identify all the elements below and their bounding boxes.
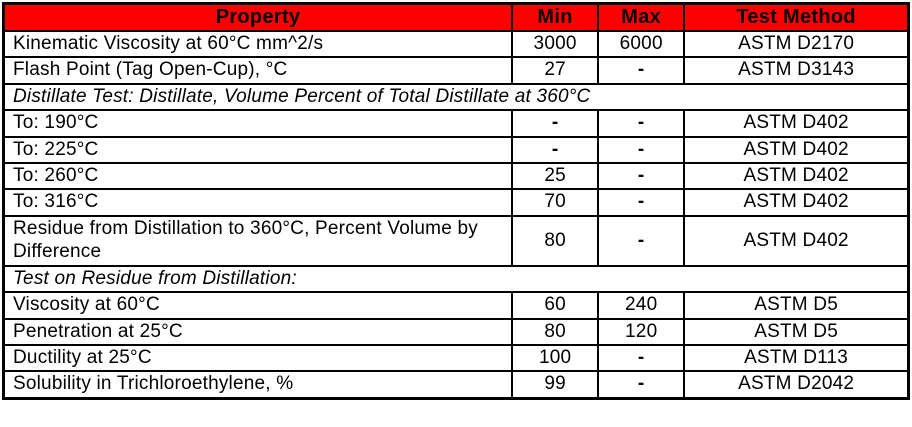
method-cell: ASTM D2170 [683, 29, 910, 59]
table-row: Viscosity at 60°C 60 240 ASTM D5 [2, 291, 910, 320]
max-cell: - [597, 188, 686, 217]
min-cell: 3000 [511, 29, 600, 59]
table-row: Solubility in Trichloroethylene, % 99 - … [2, 370, 910, 400]
method-cell: ASTM D402 [683, 188, 910, 217]
method-cell: ASTM D5 [683, 317, 910, 347]
table-row: To: 190°C - - ASTM D402 [2, 109, 910, 138]
header-row: Property Min Max Test Method [2, 2, 910, 32]
property-cell: Viscosity at 60°C [2, 291, 514, 320]
min-cell: - [511, 135, 600, 165]
property-cell: To: 190°C [2, 109, 514, 138]
method-cell: ASTM D113 [683, 344, 910, 373]
col-header-property: Property [2, 2, 514, 32]
property-cell: Solubility in Trichloroethylene, % [2, 370, 514, 400]
method-cell: ASTM D402 [683, 214, 910, 267]
max-cell: - [597, 370, 686, 400]
property-cell: Kinematic Viscosity at 60°C mm^2/s [2, 29, 514, 59]
min-cell: 80 [511, 317, 600, 347]
min-cell: 70 [511, 188, 600, 217]
col-header-max: Max [597, 2, 686, 32]
table-row: Ductility at 25°C 100 - ASTM D113 [2, 344, 910, 373]
max-cell: 6000 [597, 29, 686, 59]
method-cell: ASTM D2042 [683, 370, 910, 400]
min-cell: - [511, 109, 600, 138]
spec-table: Property Min Max Test Method Kinematic V… [2, 2, 910, 400]
max-cell: - [597, 162, 686, 191]
col-header-min: Min [511, 2, 600, 32]
section-row: Test on Residue from Distillation: [2, 264, 910, 294]
col-header-test-method: Test Method [683, 2, 910, 32]
max-cell: - [597, 214, 686, 267]
table-row: Kinematic Viscosity at 60°C mm^2/s 3000 … [2, 29, 910, 59]
max-cell: 240 [597, 291, 686, 320]
table-row: Residue from Distillation to 360°C, Perc… [2, 214, 910, 267]
min-cell: 80 [511, 214, 600, 267]
table-row: Penetration at 25°C 80 120 ASTM D5 [2, 317, 910, 347]
method-cell: ASTM D402 [683, 162, 910, 191]
method-cell: ASTM D5 [683, 291, 910, 320]
max-cell: - [597, 344, 686, 373]
property-cell: Flash Point (Tag Open-Cup), °C [2, 56, 514, 85]
property-cell: Ductility at 25°C [2, 344, 514, 373]
method-cell: ASTM D402 [683, 109, 910, 138]
property-cell: To: 316°C [2, 188, 514, 217]
section-row-label: Distillate Test: Distillate, Volume Perc… [2, 82, 910, 112]
section-row-label: Test on Residue from Distillation: [2, 264, 910, 294]
table-row: Flash Point (Tag Open-Cup), °C 27 - ASTM… [2, 56, 910, 85]
min-cell: 25 [511, 162, 600, 191]
max-cell: - [597, 109, 686, 138]
property-cell: Penetration at 25°C [2, 317, 514, 347]
max-cell: - [597, 135, 686, 165]
property-cell: Residue from Distillation to 360°C, Perc… [2, 214, 514, 267]
section-row: Distillate Test: Distillate, Volume Perc… [2, 82, 910, 112]
method-cell: ASTM D3143 [683, 56, 910, 85]
max-cell: 120 [597, 317, 686, 347]
min-cell: 100 [511, 344, 600, 373]
min-cell: 99 [511, 370, 600, 400]
table-row: To: 260°C 25 - ASTM D402 [2, 162, 910, 191]
property-cell: To: 260°C [2, 162, 514, 191]
max-cell: - [597, 56, 686, 85]
property-cell: To: 225°C [2, 135, 514, 165]
method-cell: ASTM D402 [683, 135, 910, 165]
table-row: To: 225°C - - ASTM D402 [2, 135, 910, 165]
table-row: To: 316°C 70 - ASTM D402 [2, 188, 910, 217]
min-cell: 27 [511, 56, 600, 85]
min-cell: 60 [511, 291, 600, 320]
